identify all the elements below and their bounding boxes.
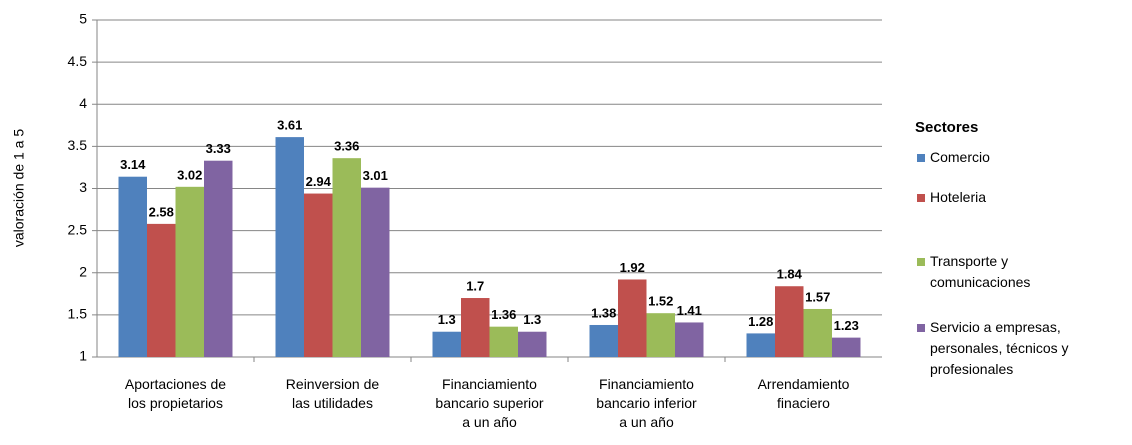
bar [746, 333, 775, 357]
bar [204, 160, 233, 357]
bar [432, 331, 461, 357]
y-tick-label: 2.5 [68, 221, 88, 237]
bar [461, 298, 490, 357]
bar [803, 308, 832, 357]
y-tick-label: 1.5 [68, 306, 88, 322]
bar [304, 193, 333, 357]
y-tick-label: 3.5 [68, 137, 88, 153]
data-label: 3.14 [120, 157, 146, 172]
data-label: 1.57 [805, 289, 830, 304]
legend-swatch [917, 258, 925, 266]
data-label: 3.33 [206, 141, 231, 156]
y-tick-label: 3 [79, 179, 87, 195]
y-tick-label: 5 [79, 11, 87, 27]
data-label: 3.61 [277, 118, 302, 133]
x-tick-label: Financiamiento bancario inferior a un año [596, 376, 697, 430]
data-label: 1.38 [591, 305, 616, 320]
data-label: 3.36 [334, 139, 359, 154]
legend-title: Sectores [915, 119, 978, 136]
bar [518, 331, 547, 357]
data-label: 1.84 [777, 267, 803, 282]
legend-label: Transporte y comunicaciones [930, 253, 1030, 290]
x-tick-label: Arrendamiento finaciero [758, 376, 850, 411]
y-tick-label: 4.5 [68, 53, 88, 69]
y-tick-label: 2 [79, 263, 87, 279]
legend-label: Servicio a empresas, personales, técnicos… [930, 319, 1069, 377]
data-label: 1.41 [677, 303, 702, 318]
bar [489, 326, 518, 357]
x-tick-label: Reinversion de las utilidades [286, 376, 380, 411]
data-label: 1.3 [523, 312, 541, 327]
bar [275, 137, 304, 357]
data-label: 1.7 [466, 278, 484, 293]
data-label: 1.36 [491, 307, 516, 322]
bar [832, 337, 861, 357]
data-label: 1.92 [620, 260, 645, 275]
bar [332, 158, 361, 357]
data-label: 1.3 [438, 312, 456, 327]
y-axis-label: valoración de 1 a 5 [11, 129, 27, 248]
legend-swatch [917, 194, 925, 202]
legend-label: Comercio [930, 149, 990, 165]
bar [361, 187, 390, 357]
bar [118, 176, 147, 357]
x-tick-label: Aportaciones de los propietarios [125, 376, 226, 411]
bar [775, 286, 804, 357]
data-label: 3.01 [363, 168, 388, 183]
legend-swatch [917, 324, 925, 332]
legend-label: Hoteleria [930, 189, 986, 205]
y-tick-label: 1 [79, 348, 87, 364]
data-label: 2.58 [149, 204, 174, 219]
bar [675, 322, 704, 357]
data-label: 1.52 [648, 294, 673, 309]
bar [175, 186, 204, 357]
data-label: 1.28 [748, 314, 773, 329]
bar [646, 313, 675, 357]
x-tick-label: Financiamiento bancario superior a un año [435, 376, 544, 430]
data-label: 3.02 [177, 167, 202, 182]
data-label: 2.94 [306, 174, 332, 189]
bar [147, 223, 176, 357]
y-tick-label: 4 [79, 95, 87, 111]
data-label: 1.23 [834, 318, 859, 333]
bar [589, 324, 618, 357]
legend-swatch [917, 154, 925, 162]
bar [618, 279, 647, 357]
